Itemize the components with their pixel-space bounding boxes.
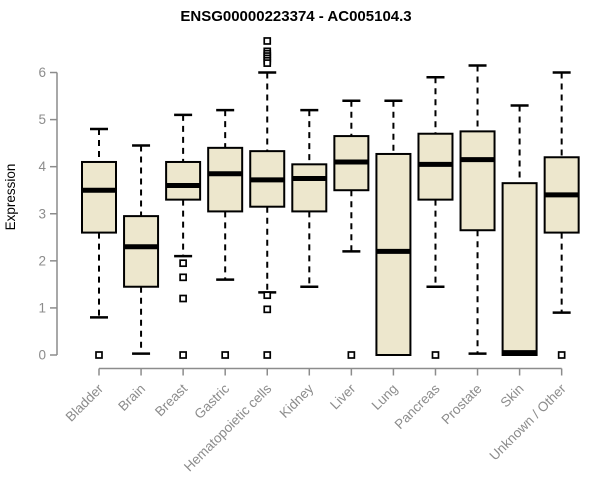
chart-title: ENSG00000223374 - AC005104.3 <box>180 8 411 25</box>
box-group <box>165 113 202 359</box>
x-tick-label: Prostate <box>439 381 485 427</box>
outlier-point <box>263 351 272 359</box>
y-tick-label: 0 <box>38 348 46 363</box>
x-tick-label: Gastric <box>191 381 232 422</box>
x-tick-label: Liver <box>327 381 359 413</box>
box-group <box>123 144 160 355</box>
x-tick-label: Bladder <box>63 381 107 425</box>
box <box>81 160 117 234</box>
box <box>375 152 412 356</box>
outlier-point <box>179 259 187 268</box>
box-group <box>417 75 454 359</box>
x-tick-label: Kidney <box>277 381 317 421</box>
outlier-point <box>263 291 272 300</box>
y-tick-label: 5 <box>38 112 46 127</box>
box <box>207 146 244 213</box>
x-tick-label: Skin <box>498 381 527 410</box>
y-tick-label: 3 <box>38 206 46 221</box>
y-tick-label: 1 <box>38 300 46 315</box>
x-tick-label: Lung <box>369 381 401 413</box>
box-group <box>81 127 117 359</box>
outlier-point <box>431 351 440 359</box>
box <box>123 215 160 288</box>
x-tick-label: Pancreas <box>392 381 443 432</box>
box <box>291 163 328 213</box>
y-axis-label: Expression <box>3 164 18 231</box>
box-group <box>333 99 370 359</box>
box-group <box>501 104 538 356</box>
box-group <box>375 99 412 356</box>
outlier-point <box>179 273 187 282</box>
y-tick-label: 6 <box>38 65 46 80</box>
box <box>501 182 538 356</box>
x-tick-label: Unknown / Other <box>487 381 570 464</box>
box <box>459 130 496 232</box>
outlier-point <box>179 294 187 303</box>
box-group <box>543 71 580 359</box>
box-group <box>459 64 496 355</box>
outlier-point <box>347 351 356 359</box>
outlier-point <box>95 351 103 359</box>
outlier-point <box>557 351 566 359</box>
outlier-point <box>263 37 272 45</box>
y-tick-label: 2 <box>38 253 46 268</box>
outlier-point <box>263 59 272 67</box>
outlier-point <box>263 305 272 314</box>
x-tick-label: Brain <box>115 381 148 414</box>
box-series <box>81 37 580 359</box>
outlier-point <box>179 351 187 359</box>
x-tick-label: Breast <box>152 381 190 419</box>
box-group <box>249 37 286 359</box>
box <box>165 160 202 201</box>
y-tick-label: 4 <box>38 159 46 174</box>
box-group <box>207 108 244 359</box>
box-group <box>291 108 328 288</box>
outlier-point <box>221 351 230 359</box>
